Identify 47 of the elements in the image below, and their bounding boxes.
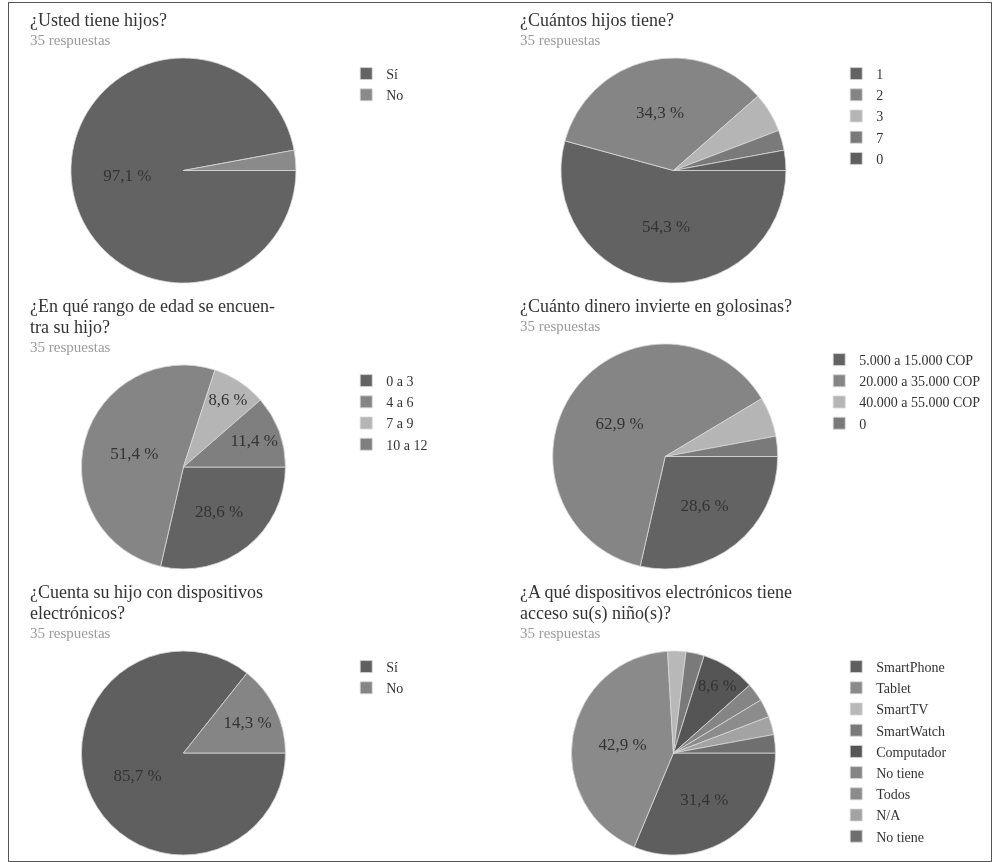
legend-label: SmartTV — [876, 702, 929, 718]
legend-label: 5.000 a 15.000 COP — [859, 353, 974, 369]
chart-title: ¿En qué rango de edad se encuen- tra su hijo? — [30, 296, 276, 338]
chart-title: ¿Usted tiene hijos? — [30, 10, 168, 31]
legend-label: No tiene — [876, 766, 925, 782]
legend-label: No tiene — [876, 829, 925, 845]
legend-label: SmartPhone — [876, 660, 945, 676]
chart-subtitle: 35 respuestas — [520, 317, 602, 336]
legend-label: Sí — [386, 660, 398, 676]
data-label: 34,3 % — [635, 102, 685, 122]
data-label: 8,6 % — [208, 390, 248, 410]
data-label: 62,9 % — [595, 413, 644, 433]
pie-slice — [70, 57, 297, 284]
legend-label: No — [386, 88, 404, 104]
legend-label: 0 — [876, 151, 884, 167]
legend-label: Todos — [876, 787, 911, 803]
chart-subtitle: 35 respuestas — [30, 624, 112, 643]
chart-subtitle: 35 respuestas — [30, 338, 112, 357]
legend-label: 1 — [876, 67, 884, 83]
legend-label: SmartWatch — [876, 723, 946, 739]
chart-subtitle: 35 respuestas — [520, 31, 602, 50]
data-label: 42,9 % — [598, 734, 647, 754]
legend-label: 4 a 6 — [386, 395, 414, 411]
data-label: 14,3 % — [223, 712, 272, 732]
pie-slice — [81, 650, 286, 856]
chart-title: ¿A qué dispositivos electrónicos tiene acceso su(s) niño(s)? — [520, 582, 793, 624]
chart-title: ¿Cuánto dinero invierte en golosinas? — [520, 296, 793, 317]
legend-label: 0 — [859, 416, 867, 432]
legend-label: 3 — [876, 109, 884, 125]
data-label: 11,4 % — [230, 431, 278, 451]
chart-subtitle: 35 respuestas — [30, 31, 112, 50]
chart-title: ¿Cuántos hijos tiene? — [520, 10, 675, 31]
legend-label: 7 a 9 — [386, 416, 414, 432]
legend-label: Tablet — [876, 681, 912, 697]
legend-label: N/A — [876, 808, 902, 824]
legend-label: 2 — [876, 88, 884, 104]
legend-label: Sí — [386, 67, 398, 83]
legend-label: 20.000 a 35.000 COP — [859, 374, 981, 390]
chart-subtitle: 35 respuestas — [520, 624, 602, 643]
legend-label: 10 a 12 — [386, 437, 428, 453]
legend-label: No — [386, 681, 404, 697]
data-label: 51,4 % — [110, 443, 159, 463]
chart-title: ¿Cuenta su hijo con dispositivos electrónicos? — [30, 582, 264, 624]
legend-label: 7 — [876, 130, 884, 146]
legend-label: Computador — [876, 744, 947, 760]
legend-label: 40.000 a 55.000 COP — [859, 395, 981, 411]
legend-label: 0 a 3 — [386, 374, 414, 390]
